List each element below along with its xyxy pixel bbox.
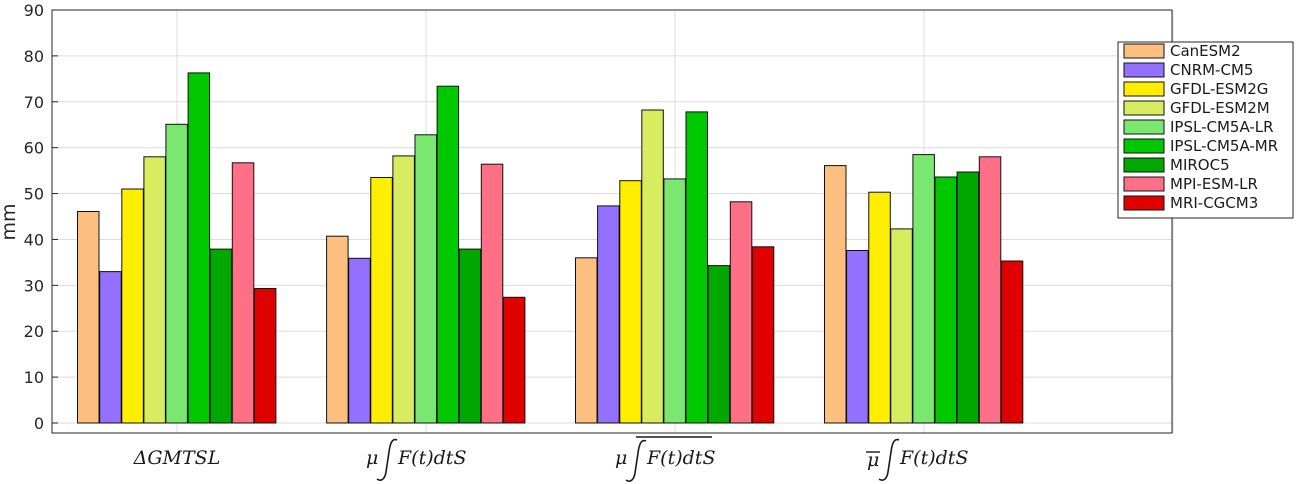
svg-text:μ: μ	[366, 447, 378, 469]
bar	[392, 155, 415, 424]
legend-swatch	[1123, 119, 1165, 135]
y-tick-label: 40	[24, 230, 44, 249]
legend-swatch	[1123, 138, 1165, 154]
bar	[209, 248, 233, 424]
legend-label: MPI-ESM-LR	[1170, 175, 1258, 193]
legend-label: CNRM-CM5	[1170, 61, 1253, 79]
y-axis: 0 10 20 30 40 50 60 70 80 90	[24, 1, 58, 433]
svg-text:F(t)dtS: F(t)dtS	[899, 447, 968, 469]
x-axis-labels: ΔGMTSL μ F(t)dtS μ F(t)dtS μ F(t)dtS	[133, 436, 968, 482]
bar	[502, 296, 526, 424]
bar	[414, 134, 437, 424]
bar	[143, 156, 166, 424]
legend-label: MRI-CGCM3	[1170, 194, 1258, 212]
bar	[77, 211, 100, 424]
legend-swatch	[1123, 157, 1165, 173]
y-axis-label: mm	[0, 203, 20, 240]
bar	[912, 154, 935, 424]
bar	[458, 248, 482, 424]
bar	[890, 228, 913, 424]
bar	[165, 123, 188, 424]
legend: CanESM2CNRM-CM5GFDL-ESM2GGFDL-ESM2MIPSL-…	[1117, 41, 1294, 219]
bar	[1000, 260, 1024, 424]
legend-swatch	[1123, 81, 1165, 97]
bar	[707, 265, 731, 424]
bar	[480, 163, 504, 424]
plot-area-frame	[51, 9, 1173, 434]
bar	[868, 191, 891, 424]
bar	[436, 85, 460, 424]
legend-label: IPSL-CM5A-LR	[1170, 118, 1274, 136]
x-tick-label: μ F(t)dtS	[615, 436, 715, 482]
svg-text:μ: μ	[867, 449, 879, 471]
bar	[619, 180, 642, 424]
bar	[641, 109, 664, 424]
bar	[956, 171, 980, 424]
bar	[751, 246, 775, 424]
y-tick-label: 60	[24, 139, 44, 158]
bar	[253, 288, 277, 424]
legend-swatch	[1123, 62, 1165, 78]
x-tick-label: μ F(t)dtS	[366, 438, 466, 481]
bar	[187, 72, 211, 424]
bar	[729, 201, 753, 424]
y-tick-label: 30	[24, 276, 44, 295]
svg-text:F(t)dtS: F(t)dtS	[646, 447, 715, 469]
y-tick-label: 80	[24, 47, 44, 66]
bar	[846, 250, 869, 424]
legend-label: GFDL-ESM2G	[1170, 80, 1268, 98]
y-tick-label: 20	[24, 322, 44, 341]
bar	[326, 235, 349, 424]
bar	[685, 111, 708, 424]
bar	[348, 257, 371, 424]
bar	[597, 205, 620, 424]
svg-text:F(t)dtS: F(t)dtS	[397, 447, 466, 469]
bar	[99, 271, 122, 424]
legend-swatch	[1123, 43, 1165, 59]
bar	[370, 177, 393, 424]
bar	[934, 176, 957, 424]
legend-swatch	[1123, 195, 1165, 211]
y-tick-label: 0	[34, 414, 44, 433]
svg-text:μ: μ	[615, 447, 627, 469]
legend-label: MIROC5	[1170, 156, 1230, 174]
legend-label: GFDL-ESM2M	[1170, 99, 1270, 117]
legend-swatch	[1123, 176, 1165, 192]
x-tick-label: μ F(t)dtS	[866, 438, 968, 481]
bar	[824, 165, 847, 424]
x-tick-label: ΔGMTSL	[133, 447, 221, 469]
legend-label: IPSL-CM5A-MR	[1170, 137, 1278, 155]
y-tick-label: 10	[24, 368, 44, 387]
bars	[77, 72, 1024, 424]
bar	[575, 257, 598, 424]
bar	[231, 162, 255, 424]
y-tick-label: 70	[24, 93, 44, 112]
legend-label: CanESM2	[1170, 42, 1241, 60]
bar	[663, 178, 686, 424]
legend-swatch	[1123, 100, 1165, 116]
bar	[978, 156, 1002, 424]
bar	[121, 188, 144, 424]
y-tick-label: 90	[24, 1, 44, 20]
y-tick-label: 50	[24, 185, 44, 204]
